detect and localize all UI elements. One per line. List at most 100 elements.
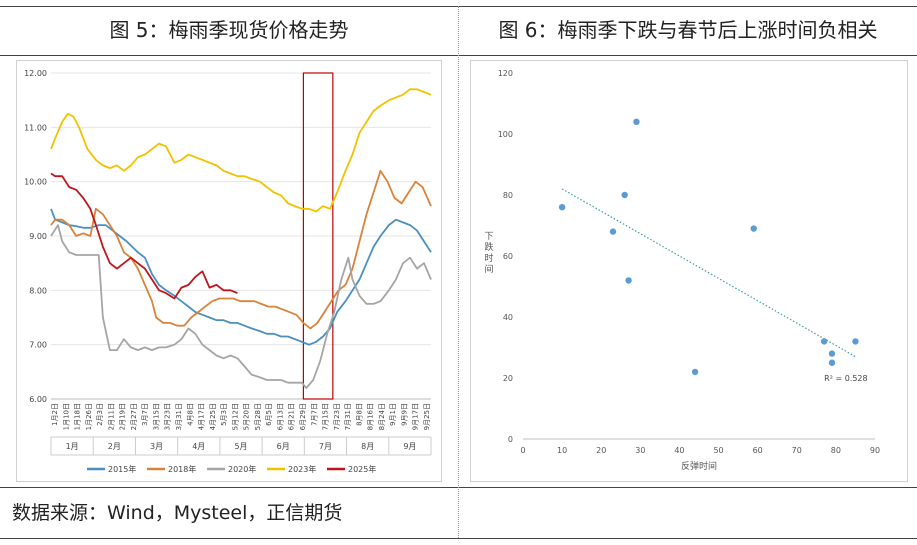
x-date-tick-label: 6月29日 <box>299 403 307 430</box>
x-tick-label: 40 <box>674 446 684 455</box>
x-date-tick-label: 2月19日 <box>119 403 127 430</box>
month-label: 8月 <box>361 442 374 451</box>
month-label: 6月 <box>277 442 290 451</box>
x-date-tick-label: 9月9日 <box>400 403 408 426</box>
x-date-tick-label: 7月15日 <box>322 403 330 430</box>
y-tick-label: 8.00 <box>29 286 47 295</box>
x-date-tick-label: 9月1日 <box>389 403 397 426</box>
x-date-tick-label: 4月25日 <box>209 403 217 430</box>
month-label: 5月 <box>234 442 247 451</box>
x-tick-label: 30 <box>635 446 645 455</box>
x-date-tick-label: 7月7日 <box>310 403 318 426</box>
x-date-tick-label: 6月13日 <box>276 403 284 430</box>
x-axis-label: 反弹时间 <box>681 460 717 472</box>
r-squared-label: R² = 0.528 <box>824 374 867 383</box>
scatter-point <box>820 338 828 345</box>
y-tick-label: 9.00 <box>29 232 47 241</box>
x-date-tick-label: 1月26日 <box>85 403 93 430</box>
y-axis-label-char: 间 <box>484 263 493 275</box>
y-axis-label-char: 时 <box>484 252 493 264</box>
x-tick-label: 0 <box>520 446 525 455</box>
x-tick-label: 80 <box>831 446 841 455</box>
x-date-tick-label: 7月31日 <box>344 403 352 430</box>
scatter-point <box>852 338 859 345</box>
correlation-chart-box: 0 20 40 60 80 100 120 0 10 20 30 40 50 60 70 80 90 下跌时间反弹… <box>470 60 908 482</box>
x-date-tick-label: 4月8日 <box>186 403 194 426</box>
x-date-tick-label: 9月17日 <box>412 403 420 430</box>
series-line-2025年 <box>50 172 238 300</box>
left-figure-title: 图 5：梅雨季现货价格走势 <box>109 18 349 42</box>
series-line-2023年 <box>50 88 432 213</box>
legend-label: 2018年 <box>168 464 196 474</box>
y-tick-label: 6.00 <box>29 395 47 404</box>
x-date-tick-label: 3月23日 <box>164 403 172 430</box>
series-line-2015年 <box>50 208 432 346</box>
x-date-tick-label: 5月12日 <box>231 403 239 430</box>
month-label: 3月 <box>150 442 163 451</box>
month-label: 2月 <box>108 442 121 451</box>
y-tick-label: 7.00 <box>29 341 47 350</box>
x-tick-label: 70 <box>792 446 802 455</box>
x-date-tick-label: 5月20日 <box>243 403 251 430</box>
y-tick-label: 120 <box>498 69 513 78</box>
month-label: 9月 <box>403 442 416 451</box>
y-tick-label: 60 <box>503 252 513 261</box>
x-date-tick-label: 1月10日 <box>62 403 70 430</box>
legend-label: 2020年 <box>228 464 256 474</box>
x-tick-label: 50 <box>713 446 723 455</box>
x-date-tick-label: 4月17日 <box>198 403 206 430</box>
column-divider <box>458 6 459 538</box>
legend-label: 2023年 <box>288 464 316 474</box>
y-tick-label: 80 <box>503 191 513 200</box>
x-date-tick-label: 2月27日 <box>130 403 138 430</box>
y-tick-label: 11.00 <box>24 123 47 132</box>
scatter-point <box>828 350 836 357</box>
scatter-point <box>625 277 632 284</box>
highlight-box <box>302 72 334 400</box>
y-axis-label-char: 下 <box>484 232 493 242</box>
month-label: 4月 <box>192 442 205 451</box>
x-date-tick-label: 9月25日 <box>423 403 431 430</box>
scatter-point <box>828 359 836 366</box>
trendline <box>561 188 856 358</box>
x-date-tick-label: 5月3日 <box>220 403 228 426</box>
y-axis-label-char: 跌 <box>484 242 493 253</box>
month-label: 7月 <box>319 442 332 451</box>
scatter-point <box>750 225 757 232</box>
series-line-2018年 <box>50 169 432 330</box>
x-tick-label: 90 <box>870 446 880 455</box>
x-date-tick-label: 1月2日 <box>51 403 59 426</box>
x-tick-label: 20 <box>596 446 606 455</box>
x-date-tick-label: 6月21日 <box>288 403 296 430</box>
series-line-2020年 <box>50 224 432 390</box>
x-date-tick-label: 3月7日 <box>141 403 149 426</box>
month-label: 1月 <box>66 442 79 451</box>
x-date-tick-label: 6月5日 <box>265 403 273 426</box>
price-trend-chart-box: 6.00 7.00 8.00 9.00 10.00 11.00 12.00 1月2日 1月10日… <box>16 60 442 482</box>
x-date-tick-label: 3月15日 <box>152 403 160 430</box>
y-tick-label: 0 <box>508 435 513 444</box>
bottom-border <box>0 538 917 539</box>
x-date-tick-label: 8月16日 <box>367 403 375 430</box>
y-tick-label: 20 <box>503 374 513 383</box>
x-tick-label: 10 <box>557 446 567 455</box>
y-tick-label: 40 <box>503 313 513 322</box>
x-date-tick-label: 5月28日 <box>254 403 262 430</box>
x-date-tick-label: 1月18日 <box>74 403 82 430</box>
y-tick-label: 100 <box>498 130 513 139</box>
x-date-tick-label: 3月31日 <box>175 403 183 430</box>
x-date-tick-label: 7月23日 <box>333 403 341 430</box>
y-tick-label: 12.00 <box>24 69 47 78</box>
scatter-point <box>621 191 628 199</box>
y-tick-label: 10.00 <box>24 178 47 187</box>
legend-label: 2015年 <box>108 464 136 474</box>
price-trend-chart: 6.00 7.00 8.00 9.00 10.00 11.00 12.00 1月2日 1月10日… <box>24 69 432 474</box>
x-date-tick-label: 2月11日 <box>107 403 115 430</box>
scatter-point <box>609 228 617 235</box>
x-tick-label: 60 <box>753 446 763 455</box>
x-date-tick-label: 8月8日 <box>355 403 363 426</box>
correlation-scatter-chart: 0 20 40 60 80 100 120 0 10 20 30 40 50 60 70 80 90 下跌时间反弹… <box>484 69 880 472</box>
right-figure-title: 图 6：梅雨季下跌与春节后上涨时间负相关 <box>498 18 878 42</box>
x-date-tick-label: 2月3日 <box>96 403 104 426</box>
